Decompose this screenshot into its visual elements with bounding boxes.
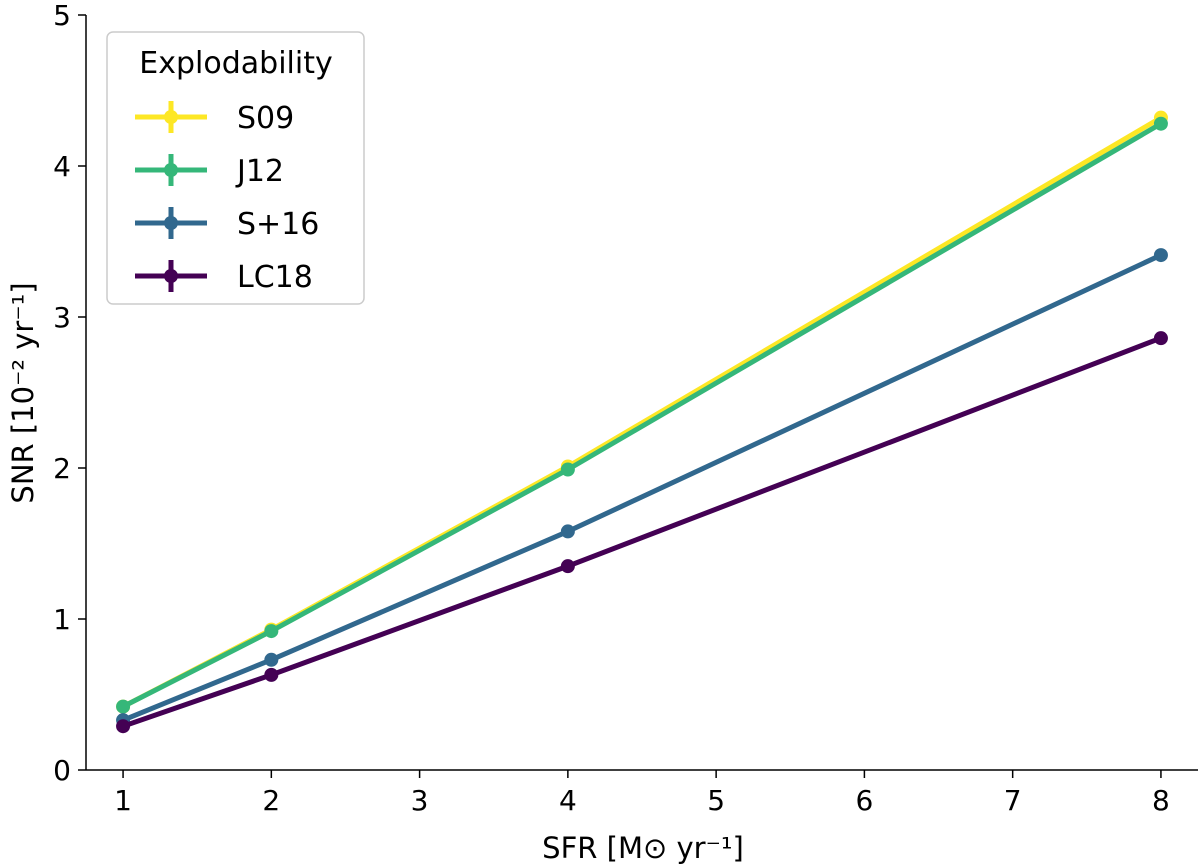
data-point — [264, 667, 279, 682]
legend-entries: S09 J12 S+16 LC18 — [135, 101, 319, 295]
y-tick-label: 5 — [53, 0, 71, 32]
legend-entry: J12 — [135, 154, 284, 189]
data-point — [1153, 116, 1168, 131]
series-j12 — [116, 116, 1168, 714]
x-tick-label: 4 — [559, 784, 577, 817]
x-tick-label: 7 — [1004, 784, 1022, 817]
data-point — [560, 462, 575, 477]
legend-swatch-marker — [164, 269, 178, 283]
series-line — [120, 335, 1164, 729]
series-line — [120, 121, 1164, 710]
y-axis-label: SNR [10⁻² yr⁻¹] — [6, 282, 40, 503]
data-point — [264, 624, 279, 639]
y-ticks: 0 1 2 3 4 5 — [53, 0, 86, 787]
x-ticks: 1 2 3 4 5 6 7 8 — [114, 770, 1170, 817]
legend-swatch-marker — [164, 163, 178, 177]
legend-label: S09 — [237, 101, 294, 136]
y-tick-label: 3 — [53, 301, 71, 334]
legend-label: LC18 — [237, 260, 313, 295]
x-tick-label: 3 — [411, 784, 429, 817]
y-tick-label: 0 — [53, 754, 71, 787]
legend-entry: S+16 — [135, 207, 319, 242]
y-tick-label: 4 — [53, 150, 71, 183]
x-tick-label: 2 — [262, 784, 280, 817]
legend-label: J12 — [235, 154, 284, 189]
data-point — [1153, 248, 1168, 263]
x-tick-label: 6 — [855, 784, 873, 817]
series-s-16 — [116, 248, 1168, 728]
series-layer — [116, 110, 1168, 734]
axes: 1 2 3 4 5 6 7 8 0 1 2 3 4 5 — [53, 0, 1198, 817]
x-axis-label: SFR [M⊙ yr⁻¹] — [542, 831, 744, 865]
y-tick-label: 2 — [53, 452, 71, 485]
data-point — [264, 652, 279, 667]
x-tick-label: 8 — [1152, 784, 1170, 817]
series-line — [120, 252, 1164, 723]
y-tick-label: 1 — [53, 603, 71, 636]
legend-swatch-marker — [164, 216, 178, 230]
data-point — [116, 719, 131, 734]
legend: Explodability S09 J12 S+16 LC18 — [106, 31, 365, 305]
legend-swatch-marker — [164, 110, 178, 124]
x-tick-label: 5 — [707, 784, 725, 817]
data-point — [116, 699, 131, 714]
legend-entry: S09 — [135, 101, 294, 136]
legend-entry: LC18 — [135, 260, 313, 295]
data-point — [1153, 331, 1168, 346]
legend-title: Explodability — [139, 46, 332, 81]
data-point — [560, 559, 575, 574]
x-tick-label: 1 — [114, 784, 132, 817]
legend-label: S+16 — [237, 207, 319, 242]
data-point — [560, 524, 575, 539]
series-lc18 — [116, 331, 1168, 734]
